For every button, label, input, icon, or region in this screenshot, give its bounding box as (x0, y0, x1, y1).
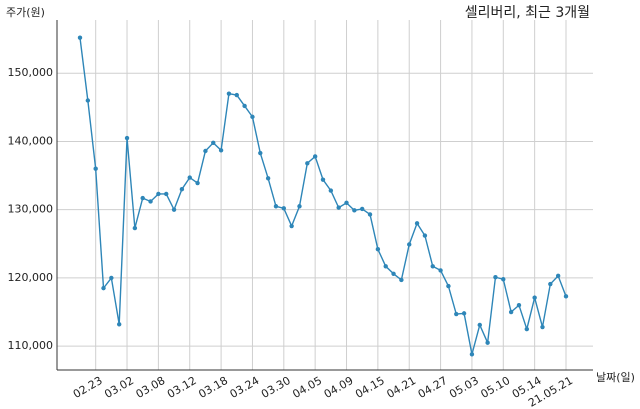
data-point (399, 277, 404, 283)
data-point (164, 191, 169, 197)
data-point (336, 205, 341, 210)
data-point (383, 264, 388, 269)
data-line (79, 37, 567, 355)
data-point (508, 309, 514, 315)
data-point (265, 176, 271, 181)
x-tick-label: 05.03 (447, 374, 481, 401)
data-point (171, 207, 177, 212)
data-point (422, 233, 428, 238)
data-point (116, 322, 122, 327)
data-point (132, 225, 138, 231)
data-point (234, 92, 239, 98)
data-point (242, 103, 247, 109)
x-axis-label: 날짜(일) (596, 370, 635, 384)
x-tick-label: 02.23 (71, 374, 105, 401)
data-point (414, 221, 420, 226)
y-tick-label: 130,000 (8, 203, 54, 216)
data-point (540, 324, 545, 330)
data-point (461, 311, 467, 316)
data-point (359, 206, 365, 212)
data-point (493, 275, 498, 280)
data-point (273, 204, 279, 209)
data-point (328, 188, 334, 193)
data-point (485, 340, 490, 345)
data-point (109, 275, 114, 281)
data-point (524, 326, 530, 332)
data-point (454, 311, 459, 317)
y-tick-label: 140,000 (8, 134, 54, 147)
data-point (352, 208, 357, 213)
data-point (187, 175, 192, 180)
data-point (179, 187, 185, 192)
data-point (532, 295, 537, 300)
chart-title: 셀리버리, 최근 3개월 (465, 5, 590, 21)
y-axis-label: 주가(원) (6, 6, 45, 19)
data-point (375, 247, 381, 252)
data-point (516, 302, 522, 308)
y-tick-label: 110,000 (8, 339, 54, 352)
data-point (430, 264, 435, 269)
data-point (85, 98, 91, 103)
data-point (101, 285, 106, 291)
data-point (477, 322, 482, 328)
data-point (320, 177, 326, 182)
data-point (77, 35, 83, 40)
data-point (312, 154, 318, 159)
data-point (407, 242, 412, 247)
data-point (281, 206, 287, 211)
data-point (258, 150, 263, 156)
data-point (226, 91, 232, 96)
data-point (124, 135, 130, 141)
data-point (305, 161, 310, 166)
x-tick-label: 03.08 (134, 374, 168, 401)
data-point (469, 352, 475, 357)
data-point (563, 294, 569, 299)
data-point (203, 148, 208, 154)
data-point (367, 212, 373, 217)
x-tick-label: 03.02 (102, 374, 136, 401)
data-point (156, 191, 161, 197)
x-tick-label: 03.24 (228, 374, 262, 401)
data-point (446, 283, 451, 289)
y-tick-label: 120,000 (8, 271, 54, 284)
x-tick-label: 03.30 (259, 374, 293, 401)
data-point (195, 180, 200, 186)
data-point (501, 277, 506, 282)
data-point (148, 199, 153, 204)
x-tick-label: 05.10 (479, 374, 513, 401)
data-point (297, 204, 302, 209)
x-tick-label: 03.18 (196, 374, 230, 401)
x-tick-label: 04.15 (353, 374, 387, 401)
data-point (211, 140, 216, 146)
x-tick-label: 03.12 (165, 374, 199, 401)
data-point (218, 148, 224, 153)
data-point (93, 166, 98, 171)
data-point (250, 114, 255, 120)
x-tick-label: 04.27 (416, 374, 450, 401)
data-point (140, 195, 145, 201)
data-point (391, 271, 396, 277)
data-point (438, 268, 443, 273)
data-point (555, 273, 561, 279)
x-tick-label: 04.05 (290, 374, 324, 401)
y-tick-label: 150,000 (8, 66, 54, 79)
data-point (548, 281, 553, 287)
data-point (289, 223, 294, 229)
x-tick-label: 04.09 (322, 374, 356, 401)
data-point (344, 200, 349, 206)
x-tick-label: 04.21 (384, 374, 418, 401)
